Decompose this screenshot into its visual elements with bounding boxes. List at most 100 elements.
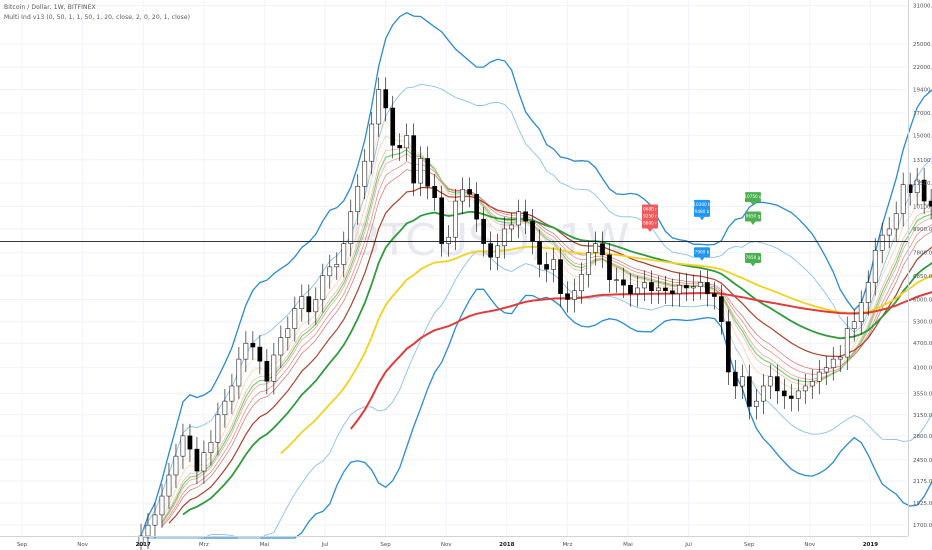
forecast-label-text: 9480 b [695,209,710,214]
price-tick-label: 2450.0 [913,458,932,464]
legend-indicator: Multi Ind v13 (0, 50, 1, 1, 50, 1, 20, c… [4,14,191,21]
bb-lower-outer [140,288,932,539]
candle-body [928,200,932,207]
price-tick-label: 5300.0 [913,320,932,326]
candle-body [362,160,368,187]
candle-body [453,200,459,238]
candle-body [893,213,899,230]
forecast-label-text: 10750 g [744,194,762,199]
forecast-label-pointer [750,202,756,206]
candle-body [523,211,528,222]
candles [138,77,932,550]
candle-body [390,107,396,146]
candle-body [663,287,668,292]
price-tick-label: 6000.0 [913,298,932,304]
candle-body [467,189,472,195]
candle-body [837,356,843,360]
candle-body [544,264,549,270]
forecast-label-text: 7900 b [695,249,710,254]
candle-body [593,243,598,253]
forecast-label-box [694,199,710,217]
candle-body [635,287,640,294]
ema-ribbon-line [161,135,932,519]
time-tick-label: Sep [744,542,755,548]
candle-body [900,184,906,214]
candle-body [418,158,424,184]
candle-body [795,390,801,399]
candle-body [278,337,284,356]
forecast-label-box [694,247,710,258]
forecast-label-blue: 7900 b [694,247,710,261]
candle-body [558,259,563,294]
candle-body [145,524,151,537]
forecast-label-box [745,192,761,203]
candle-body [222,400,228,416]
candle-body [879,234,885,251]
candle-body [767,376,773,387]
candle-body [921,179,927,202]
ema-red-line [350,291,932,430]
candle-body [781,390,787,397]
time-tick-label: Nov [804,542,815,548]
candle-body [670,290,675,294]
candle-body [691,286,696,289]
time-tick-label: Mrz [199,542,209,548]
candle-body [348,211,354,244]
forecast-label-text: 10300 b [693,202,711,207]
candle-body [530,220,535,242]
time-axis[interactable]: Sep Nov 2017 Mrz Mai Jul Sep Nov 2018 Mrz Mai Jul Se… [0,536,908,549]
legend-symbol: Bitcoin / Dollar, 1W, BITFINEX [4,4,96,11]
candle-body [292,308,298,329]
candle-body [474,194,479,220]
price-tick-label: 7800.0 [913,251,932,257]
time-tick-label: 2018 [499,542,514,548]
forecast-label-blue: 10300 b 9480 b [693,199,711,221]
candle-body [565,293,570,300]
candle-body [320,275,326,300]
candle-body [439,197,445,244]
candle-body [215,414,221,443]
candle-body [642,282,647,289]
candle-body [649,282,654,292]
candle-body [600,243,605,256]
bb-upper-inner [140,83,932,537]
time-tick-label: 2019 [863,542,878,548]
candle-body [299,296,305,309]
candle-body [705,282,710,294]
time-tick-label: Mai [623,542,633,548]
candle-body [411,135,417,184]
candle-body [684,284,689,289]
candle-body [285,328,291,338]
price-tick-label: 13100.0 [913,158,932,164]
price-tick-label: 4700.0 [913,341,932,347]
candle-body [369,123,375,162]
bollinger-bands [140,11,932,539]
bb-lower-inner [140,250,932,539]
price-tick-label: 3550.0 [913,391,932,397]
candle-body [586,252,591,275]
forecast-label-green: 10750 g [744,192,762,206]
candle-body [823,367,829,373]
candle-body [194,448,200,472]
candle-body [271,354,277,382]
candle-body [236,358,242,387]
candle-body [397,145,403,149]
price-tick-label: 11500.0 [913,181,932,187]
price-tick-label: 17000.0 [913,111,932,117]
candle-body [432,185,438,198]
candle-body [851,321,857,329]
candle-body [607,254,612,281]
price-tick-label: 15000.0 [913,134,932,140]
candle-body [166,474,172,497]
time-tick-label: Mrz [562,542,572,548]
forecast-label-box [745,211,761,222]
ema-yellow-line [280,245,932,455]
candle-body [579,274,584,292]
candle-body [313,299,319,313]
candle-body [502,228,507,247]
price-axis[interactable]: 31000.0 25000.0 22000.0 19400.0 17000.0 15000… [908,0,932,536]
forecast-label-text: 7650 g [746,255,761,260]
candle-body [719,296,724,322]
candle-body [187,435,193,450]
